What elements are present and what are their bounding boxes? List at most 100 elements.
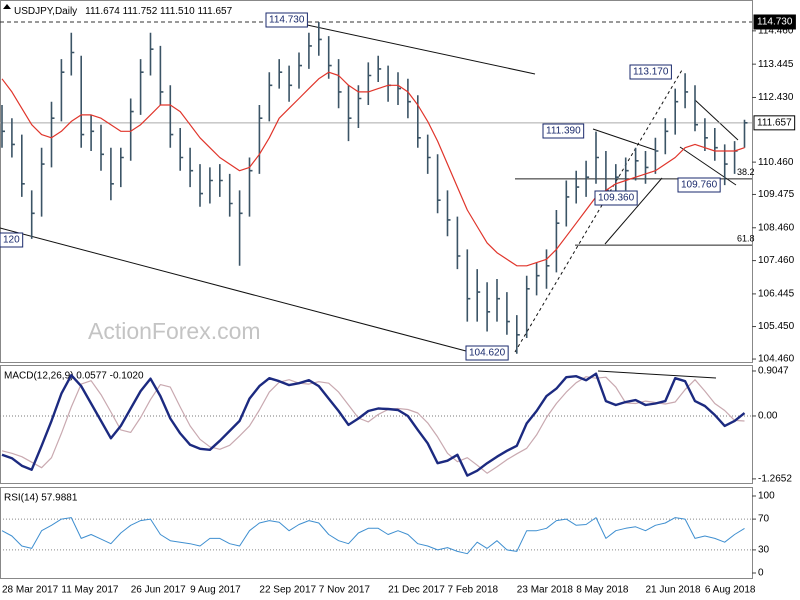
price-bar: [100, 124, 104, 171]
price-bar: [506, 292, 510, 335]
x-tick-label: 6 Aug 2018: [705, 585, 756, 596]
price-bar: [40, 147, 45, 217]
annotation-box: [465, 345, 509, 361]
y-tick-label: 70: [758, 514, 770, 525]
trendlines: [0, 16, 739, 379]
annotation-group: 113.170: [629, 64, 672, 80]
price-bar: [11, 118, 15, 158]
price-bar: [624, 157, 629, 191]
rsi-title: RSI(14) 57.9881: [4, 493, 78, 504]
price-bar: [169, 85, 174, 148]
y-tick-label: 107.460: [758, 255, 795, 266]
last-price-label-group: 111.657: [753, 115, 796, 131]
annotation: 120: [3, 235, 20, 246]
price-bar: [654, 137, 659, 174]
price-bar: [80, 55, 85, 148]
macd-panel: [0, 365, 753, 484]
price-bar: [70, 32, 75, 76]
annotation-group: 104.620: [465, 345, 509, 361]
price-bar: [139, 59, 144, 115]
annotation-box: [542, 123, 585, 139]
moving-average: [1, 71, 745, 267]
price-bar: [288, 65, 293, 102]
annotation-group: 109.360: [594, 190, 638, 206]
annotation: 109.360: [598, 193, 635, 204]
y-tick-label: 112.430: [758, 92, 794, 103]
last-price-label-box: [753, 115, 796, 131]
header: USDJPY,Daily 111.674 111.752 111.510 111.…: [14, 6, 233, 17]
annotation-box: [265, 12, 308, 28]
y-tick-label: 30: [758, 545, 770, 556]
price-bar: [545, 249, 550, 289]
price-bar: [337, 59, 342, 109]
y-tick-label: 113.445: [758, 59, 794, 70]
y-tick-label: 109.475: [758, 189, 795, 200]
ohlc-readout: 111.674 111.752 111.510 111.657: [85, 6, 232, 17]
annotation: 113.170: [633, 67, 669, 78]
annotation: 111.390: [546, 126, 581, 137]
x-tick-label: 26 Jun 2017: [131, 585, 186, 596]
resistance-label: 114.730: [757, 17, 793, 28]
price-bar: [129, 98, 134, 161]
x-tick-label: 21 Jun 2018: [646, 585, 701, 596]
price-bar: [21, 134, 25, 197]
price-bar: [436, 154, 441, 214]
y-tick-label: -1.2652: [758, 474, 792, 485]
y-tick-label: 100: [758, 491, 775, 502]
price-bar: [407, 78, 411, 119]
price-bar: [417, 95, 421, 148]
price-panel: [0, 0, 753, 363]
x-tick-label: 28 Mar 2017: [2, 585, 59, 596]
price-bar: [199, 164, 203, 207]
annotation: 109.760: [681, 180, 718, 191]
price-bar: [120, 147, 124, 188]
x-tick-label: 7 Nov 2017: [319, 585, 371, 596]
annotation-box: [0, 232, 24, 248]
price-bar: [714, 128, 718, 161]
resistance-label-group: 114.730: [753, 14, 796, 30]
price-bar: [575, 170, 580, 204]
price-bar: [496, 279, 500, 322]
price-bar: [347, 85, 352, 142]
trendline: [514, 69, 683, 353]
resistance-label-box: [753, 14, 796, 30]
price-bar: [149, 32, 154, 76]
price-bar: [694, 85, 698, 132]
watermark: ActionForex.com: [88, 318, 261, 344]
y-tick-label: 104.460: [758, 354, 795, 365]
price-bar: [258, 105, 263, 174]
x-tick-label: 23 Mar 2018: [517, 585, 574, 596]
price-bar: [476, 269, 481, 322]
price-bar: [466, 249, 471, 322]
price-bar: [298, 52, 302, 89]
annotation-box: [677, 177, 721, 193]
price-bar: [209, 167, 213, 204]
x-tick-label: 21 Dec 2017: [388, 585, 445, 596]
price-bar: [1, 105, 5, 148]
price-bar: [525, 275, 530, 338]
price-bar: [377, 55, 382, 82]
trendline: [0, 227, 467, 352]
macd-line: [1, 372, 746, 477]
price-bar: [585, 160, 590, 197]
trendline: [592, 128, 656, 151]
x-tick-label: 9 Aug 2017: [190, 585, 241, 596]
price-bar: [684, 73, 689, 109]
x-tick-label: 11 May 2017: [61, 585, 119, 596]
price-bar: [674, 88, 679, 135]
trendline: [269, 16, 536, 75]
x-tick-label: 8 May 2018: [576, 585, 629, 596]
price-bar: [219, 164, 223, 197]
price-bar: [397, 72, 401, 105]
annotation-box: [629, 64, 672, 80]
y-tick-label: 0: [758, 568, 764, 579]
price-bar: [189, 147, 194, 188]
price-bar: [516, 315, 520, 354]
y-tick-label: 106.445: [758, 289, 795, 300]
price-bar: [634, 147, 639, 181]
price-bar: [535, 262, 540, 296]
y-tick-label: 105.450: [758, 321, 795, 332]
rsi-line: [1, 517, 745, 555]
